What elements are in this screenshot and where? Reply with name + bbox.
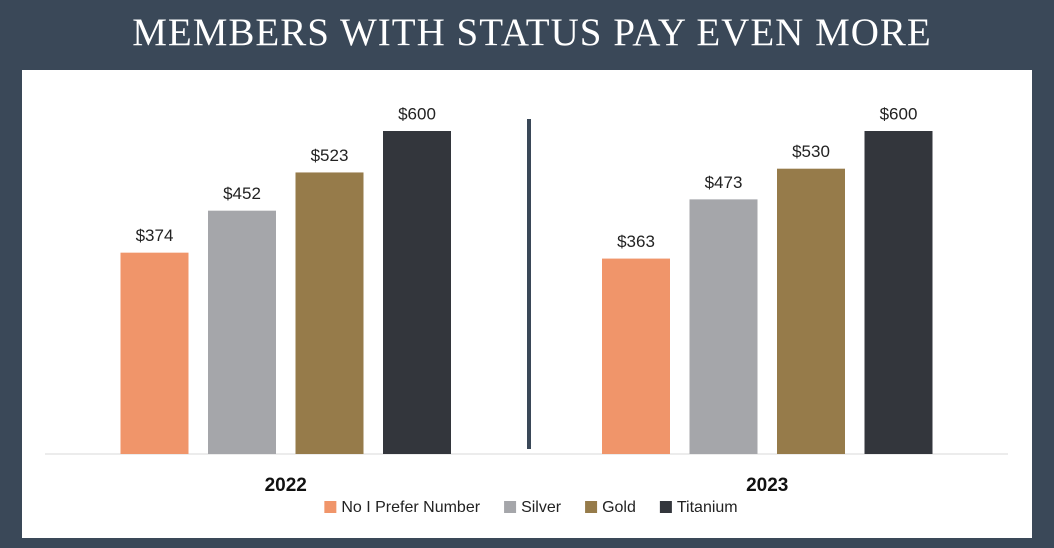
legend-swatch: [504, 501, 517, 513]
legend-swatch: [324, 501, 337, 513]
legend-label: No I Prefer Number: [341, 499, 480, 516]
value-label: $452: [223, 184, 261, 203]
bar: [383, 131, 451, 454]
bar: [777, 168, 845, 454]
bar: [689, 199, 758, 454]
x-tick-label: 2022: [265, 475, 307, 496]
value-label: $374: [136, 226, 174, 245]
value-label: $473: [705, 173, 743, 192]
legend-swatch: [659, 501, 672, 513]
bar: [208, 210, 276, 454]
legend-swatch: [585, 501, 598, 513]
value-label: $600: [398, 104, 436, 123]
x-tick-label: 2023: [746, 475, 788, 496]
chart-title: MEMBERS WITH STATUS PAY EVEN MORE: [132, 11, 932, 54]
bar: [864, 131, 933, 454]
legend-label: Gold: [602, 499, 636, 516]
legend-label: Silver: [521, 499, 562, 516]
legend-label: Titanium: [677, 499, 738, 516]
bar: [120, 252, 189, 454]
bar: [295, 172, 364, 454]
value-label: $600: [880, 104, 918, 123]
bar: [602, 258, 670, 454]
value-label: $523: [311, 146, 349, 165]
value-label: $530: [792, 142, 830, 161]
value-label: $363: [617, 232, 655, 251]
